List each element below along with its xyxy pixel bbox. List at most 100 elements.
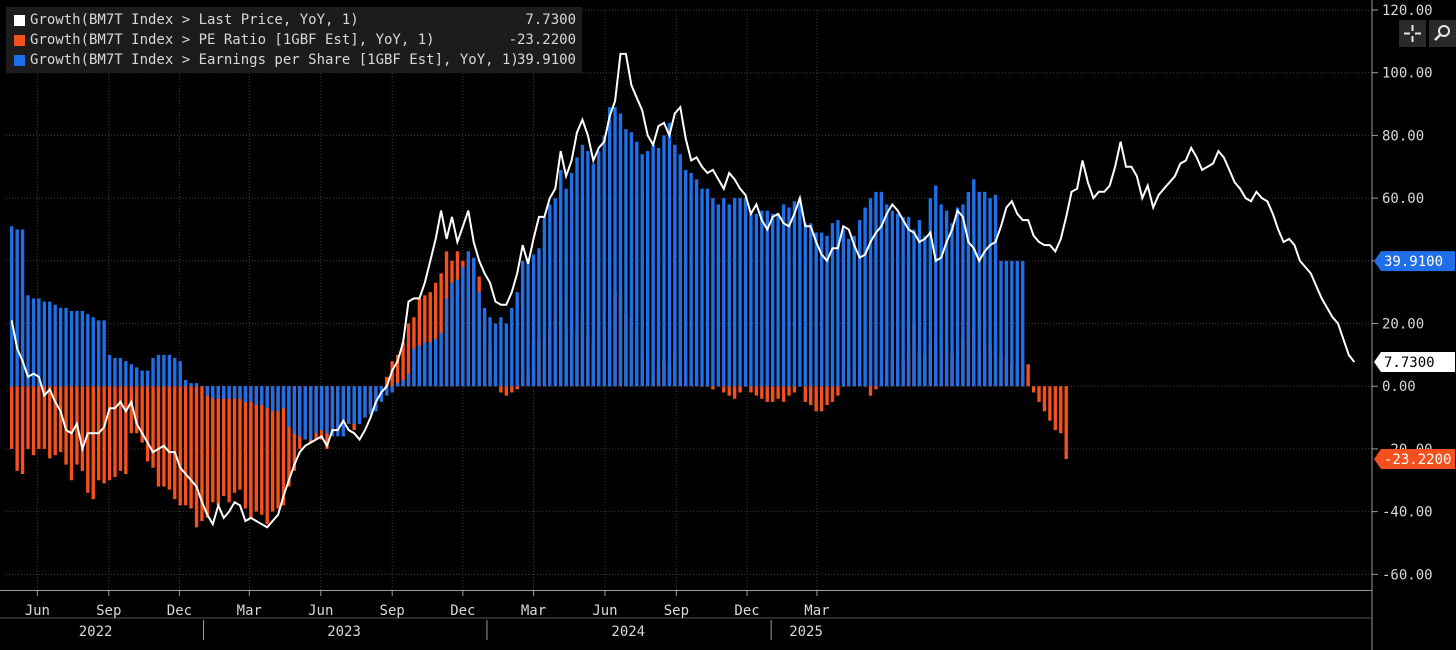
bar (205, 386, 210, 518)
bar (434, 339, 438, 387)
y-tick-label: -40.00 (1382, 505, 1433, 521)
bar (450, 282, 454, 387)
bar (156, 386, 161, 487)
bar (776, 386, 780, 399)
bar (390, 361, 394, 387)
bar (270, 386, 275, 412)
bar (868, 386, 873, 396)
bar (667, 122, 672, 387)
bar (1042, 386, 1047, 412)
bar (216, 386, 220, 399)
bar (102, 386, 106, 484)
bar (825, 386, 829, 406)
bar (428, 292, 432, 387)
bar (852, 235, 856, 387)
bar (689, 173, 693, 387)
legend-label: Growth(BM7T Index > PE Ratio [1GBF Est],… (30, 32, 435, 48)
legend-swatch-eps (14, 54, 25, 66)
bar (499, 317, 503, 387)
bar (444, 298, 449, 387)
last-value-tags: 39.9100 7.7300 -23.2200 (1374, 251, 1455, 470)
bar (765, 386, 769, 402)
bar (423, 342, 427, 387)
bar (798, 386, 802, 387)
bar (743, 198, 748, 387)
bar (792, 201, 797, 387)
y-tick-label: 20.00 (1382, 317, 1424, 333)
bar (243, 386, 248, 402)
bar (86, 386, 90, 493)
bar (879, 191, 884, 387)
bar (254, 386, 258, 512)
bar (874, 386, 878, 390)
bar (803, 386, 807, 402)
bar (515, 292, 519, 387)
bar (357, 386, 362, 424)
bar (1037, 386, 1041, 402)
bar (510, 386, 514, 393)
chart-grid (6, 9, 1372, 590)
bar (156, 354, 161, 387)
bar (48, 301, 52, 387)
y-axis-ticks: -60.00-40.00-20.000.0020.0040.0060.0080.… (1372, 3, 1433, 583)
bar (189, 386, 193, 509)
bar (836, 386, 840, 396)
crosshair-button[interactable] (1399, 20, 1426, 47)
bar (270, 386, 275, 512)
y-tick-label: -60.00 (1382, 567, 1433, 583)
zoom-icon (1434, 25, 1450, 41)
bar (760, 210, 764, 387)
bar (896, 213, 900, 387)
zoom-button[interactable] (1429, 20, 1456, 47)
bar (222, 386, 226, 496)
bar (553, 198, 557, 387)
bar (830, 386, 835, 402)
x-tick-label: Sep (96, 603, 121, 619)
bar (711, 386, 715, 390)
bar (955, 207, 960, 387)
x-year-label: 2022 (79, 624, 113, 640)
value-tag-label: -23.2200 (1384, 452, 1451, 468)
bar (385, 386, 389, 396)
bar (249, 386, 253, 518)
bar (401, 342, 405, 387)
bar (569, 173, 574, 387)
x-year-label: 2024 (611, 624, 645, 640)
chart-axes (0, 0, 1373, 650)
bar (591, 163, 595, 387)
legend-item-eps: Growth(BM7T Index > Earnings per Share [… (14, 50, 576, 70)
bar (966, 191, 971, 387)
bar (58, 386, 63, 453)
bar (635, 141, 639, 387)
bar (515, 386, 519, 390)
bar (183, 379, 188, 387)
bar (145, 386, 150, 462)
bar (1015, 260, 1019, 387)
crosshair-icon (1404, 25, 1421, 42)
bar (488, 317, 492, 387)
x-tick-label: Dec (450, 603, 475, 619)
bar (15, 229, 19, 387)
bar (548, 204, 552, 387)
bar (678, 154, 682, 387)
bar (412, 348, 416, 387)
bar (20, 386, 25, 474)
bar (347, 386, 351, 424)
bar (31, 298, 36, 387)
bar (69, 310, 74, 387)
bar (798, 198, 802, 387)
bar (1010, 260, 1014, 387)
x-year-label: 2023 (327, 624, 361, 640)
bar (722, 386, 726, 393)
bar (368, 386, 373, 415)
bar (205, 386, 210, 396)
bar (107, 354, 112, 387)
bar (564, 188, 568, 387)
bar (542, 216, 547, 387)
x-tick-label: Sep (664, 603, 689, 619)
bar (200, 386, 204, 522)
bar (732, 198, 737, 387)
bar (151, 358, 155, 387)
bar (276, 386, 280, 412)
bar (1031, 386, 1036, 393)
